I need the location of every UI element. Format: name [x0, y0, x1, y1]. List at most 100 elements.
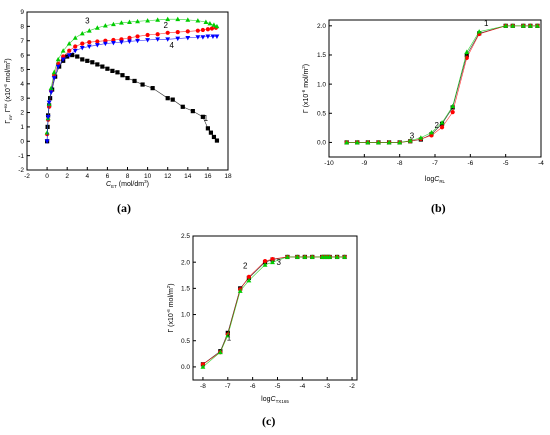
data-point — [237, 288, 243, 293]
x-tick-label: -6 — [467, 160, 473, 167]
x-tick-label: -7 — [225, 383, 231, 390]
data-point — [60, 57, 66, 62]
x-tick-label: -4 — [299, 383, 305, 390]
data-point — [214, 23, 220, 29]
x-tick-label: -2 — [349, 383, 355, 390]
data-point — [334, 254, 340, 259]
data-point — [510, 23, 516, 28]
x-tick-label: 2 — [65, 173, 69, 180]
data-point — [102, 23, 108, 28]
data-point — [185, 17, 191, 22]
data-point — [208, 130, 214, 135]
data-point — [67, 48, 72, 53]
data-point — [110, 68, 115, 73]
data-point — [418, 135, 424, 140]
series-line — [346, 25, 538, 143]
x-tick-label: -7 — [432, 160, 438, 167]
panel-label-b: (b) — [431, 201, 446, 215]
data-point — [115, 70, 120, 75]
x-tick-label: 8 — [126, 173, 130, 180]
data-point — [66, 41, 72, 46]
data-point — [165, 30, 170, 35]
curve-label: 2 — [435, 121, 440, 130]
data-point — [55, 64, 61, 70]
data-point — [205, 27, 210, 32]
data-point — [48, 85, 54, 91]
data-point — [342, 254, 347, 259]
x-tick-label: 6 — [106, 173, 110, 180]
data-point — [135, 38, 140, 44]
x-tick-label: -3 — [324, 383, 330, 390]
series-1 — [45, 52, 220, 144]
series-line — [46, 36, 217, 142]
data-point — [209, 26, 215, 31]
data-point — [520, 23, 526, 28]
y-tick-label: 1.5 — [317, 52, 326, 59]
y-tick-label: 0.0 — [181, 364, 190, 371]
y-axis-label: Γ (x10-6 mol/m2) — [301, 64, 310, 113]
data-point — [407, 138, 413, 143]
data-point — [90, 60, 95, 65]
y-tick-label: 1 — [20, 124, 24, 131]
x-tick-label: 16 — [204, 173, 212, 180]
x-tick-label: 14 — [184, 173, 192, 180]
y-tick-label: 2.0 — [181, 259, 190, 266]
data-point — [48, 90, 54, 95]
data-point — [120, 73, 125, 78]
data-point — [165, 37, 171, 42]
data-point — [344, 139, 350, 145]
data-point — [145, 38, 151, 43]
data-point — [100, 64, 105, 69]
data-point — [205, 34, 211, 39]
x-tick-label: -8 — [397, 160, 403, 167]
data-point — [75, 54, 80, 59]
data-point — [127, 35, 132, 40]
y-tick-label: 0.0 — [317, 140, 326, 147]
data-point — [211, 134, 217, 140]
data-point — [119, 40, 124, 45]
series-3 — [200, 254, 347, 369]
data-point — [217, 349, 223, 355]
data-point — [200, 35, 206, 40]
data-point — [205, 126, 210, 131]
data-point — [450, 103, 456, 109]
data-point — [86, 28, 92, 33]
data-point — [60, 48, 66, 53]
y-tick-label: 8 — [20, 24, 24, 31]
data-point — [200, 27, 205, 33]
x-tick-label: -5 — [275, 383, 281, 390]
data-point — [165, 16, 171, 22]
curve-label: 4 — [169, 41, 174, 50]
data-point — [102, 41, 108, 47]
data-point — [439, 120, 445, 125]
x-tick-label: -9 — [361, 160, 367, 167]
data-point — [45, 114, 51, 120]
data-point — [309, 254, 315, 259]
y-axis-label: Γ (x10-6 mol/m2) — [166, 283, 175, 332]
data-point — [246, 277, 252, 283]
series-1 — [200, 254, 347, 367]
data-point — [354, 139, 360, 145]
data-point — [376, 139, 381, 145]
data-point — [450, 110, 455, 115]
y-tick-label: 2.0 — [317, 23, 326, 30]
data-point — [87, 40, 92, 45]
data-point — [397, 139, 403, 145]
x-tick-label: -4 — [538, 160, 544, 167]
curve-label: 1 — [227, 334, 232, 343]
data-point — [195, 18, 201, 23]
curve-label: 1 — [484, 19, 489, 28]
data-point — [51, 76, 57, 81]
data-point — [386, 139, 392, 145]
y-tick-label: 0.5 — [181, 338, 190, 345]
data-point — [150, 86, 155, 91]
data-point — [535, 23, 540, 28]
data-point — [262, 262, 268, 267]
data-point — [270, 259, 275, 265]
data-point — [80, 41, 85, 46]
data-point — [85, 58, 90, 63]
data-point — [503, 23, 509, 28]
x-axis-label: logCRL — [425, 176, 446, 184]
data-point — [175, 36, 181, 42]
data-point — [200, 364, 206, 369]
